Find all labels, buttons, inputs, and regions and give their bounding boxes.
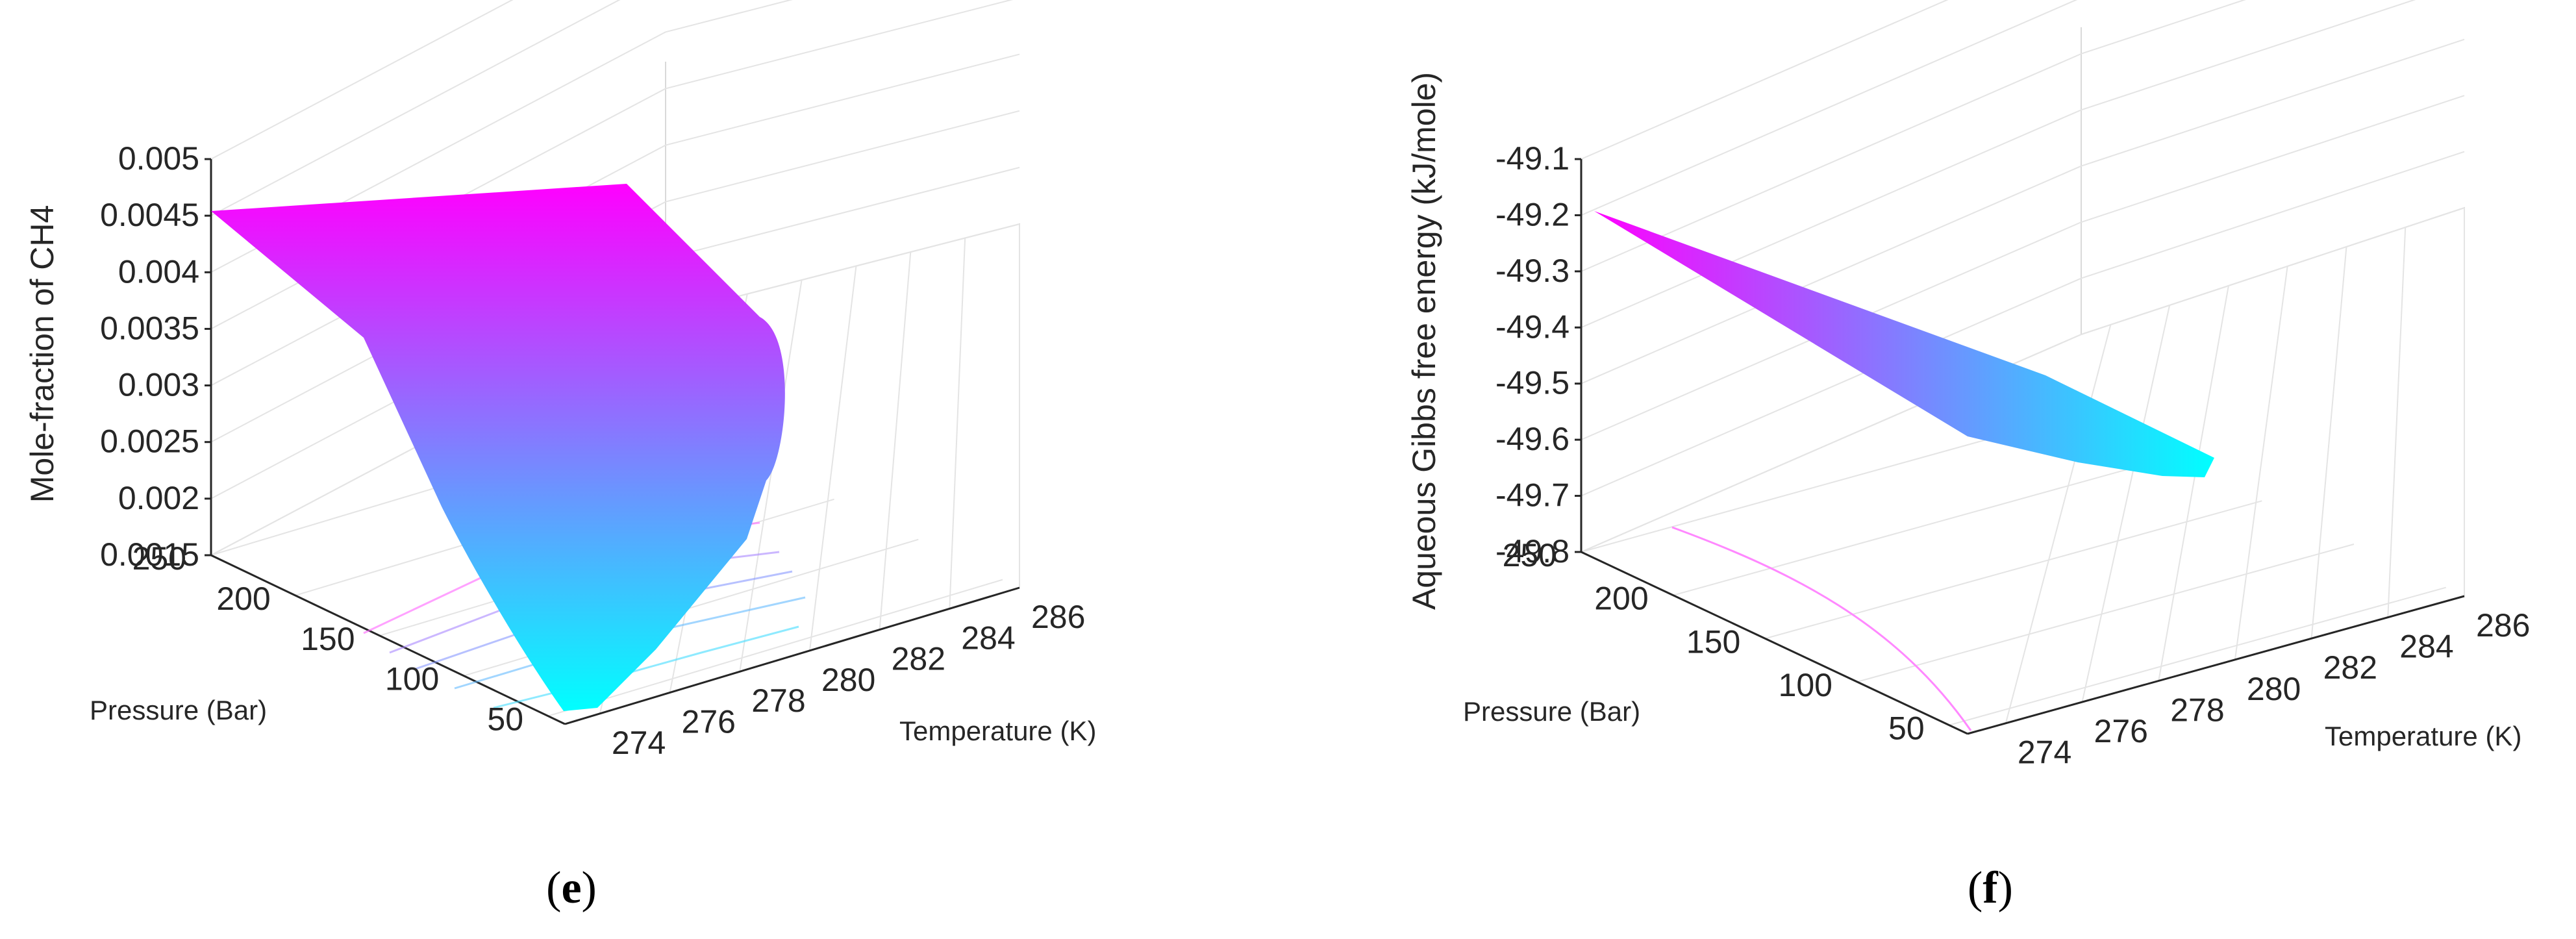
y-tick-label: 50 (487, 701, 523, 738)
y-tick-label: 100 (1779, 667, 1832, 703)
x-tick-label: 278 (751, 682, 805, 719)
z-axis-label: Aqueous Gibbs free energy (kJ/mole) (1406, 72, 1442, 610)
z-tick-label: 0.004 (118, 253, 199, 290)
y-tick-label: 100 (385, 661, 439, 697)
x-tick-label: 282 (892, 641, 945, 677)
y-axis-label: Pressure (Bar) (1463, 696, 1640, 727)
x-tick-label: 280 (821, 662, 875, 698)
y-tick-label: 200 (216, 581, 270, 617)
z-axis-label: Mole-fraction of CH4 (24, 205, 60, 503)
z-tick-label: 0.002 (118, 480, 199, 516)
chart-panel-e: 274 276 278 280 282 284 286 50 100 150 200 250 0.0… (24, 0, 1096, 913)
x-axis-label: Temperature (K) (2325, 721, 2521, 751)
surface (211, 184, 785, 711)
x-tick-label: 274 (612, 725, 666, 761)
x-axis-label: Temperature (K) (899, 716, 1096, 746)
y-tick-label: 250 (1503, 537, 1557, 573)
x-tick-label: 276 (682, 704, 736, 740)
x-tick-label: 286 (1031, 599, 1085, 635)
z-tick-label: -49.8 (1495, 533, 1569, 570)
y-tick-label: 150 (301, 621, 355, 657)
y-tick-label: 250 (132, 540, 186, 577)
x-tick-label: 284 (2399, 629, 2453, 665)
chart-panel-f: 274 276 278 280 282 284 286 50 100 150 200 250 -49… (1406, 0, 2530, 913)
y-tick-labels: 50 100 150 200 250 (132, 540, 523, 738)
y-tick-label: 150 (1686, 623, 1740, 660)
y-tick-label: 200 (1594, 581, 1648, 617)
x-tick-labels: 274 276 278 280 282 284 286 (612, 599, 1086, 761)
z-tick-label: 0.0035 (100, 310, 199, 346)
x-tick-label: 284 (961, 620, 1015, 656)
z-tick-label: -49.7 (1495, 477, 1569, 514)
x-tick-label: 278 (2170, 692, 2224, 728)
z-tick-label: -49.2 (1495, 196, 1569, 232)
y-tick-label: 50 (1888, 710, 1925, 747)
x-tick-label: 286 (2476, 607, 2530, 644)
gridlines (1581, 0, 2465, 726)
z-tick-label: -49.5 (1495, 365, 1569, 401)
x-tick-label: 274 (2018, 734, 2071, 771)
floor-contour (1671, 526, 1972, 731)
z-tick-label: 0.0045 (100, 197, 199, 233)
z-tick-label: -49.3 (1495, 253, 1569, 289)
axis-lines (210, 159, 1020, 725)
x-tick-label: 282 (2323, 649, 2377, 686)
z-tick-label: -49.4 (1495, 308, 1569, 345)
x-tick-label: 276 (2094, 713, 2148, 749)
z-tick-label: -49.1 (1495, 140, 1569, 177)
panel-label: (f) (1968, 863, 2013, 913)
surface (1594, 211, 2214, 477)
z-tick-labels: 0.0015 0.002 0.0025 0.003 0.0035 0.004 0.0045 0… (100, 140, 211, 573)
z-tick-label: 0.0015 (100, 536, 199, 573)
z-tick-label: 0.0025 (100, 423, 199, 460)
y-axis-label: Pressure (Bar) (90, 695, 267, 725)
z-tick-label: 0.005 (118, 140, 199, 177)
x-tick-labels: 274 276 278 280 282 284 286 (2018, 607, 2531, 771)
z-tick-label: 0.003 (118, 367, 199, 403)
panel-label: (e) (546, 863, 597, 913)
z-tick-labels: -49.1 -49.2 -49.3 -49.4 -49.5 -49.6 -49.7 -49.8 (1495, 140, 1581, 570)
x-tick-label: 280 (2247, 671, 2301, 707)
z-tick-label: -49.6 (1495, 421, 1569, 457)
axis-lines (1580, 159, 2465, 735)
y-tick-labels: 50 100 150 200 250 (1503, 537, 1925, 747)
